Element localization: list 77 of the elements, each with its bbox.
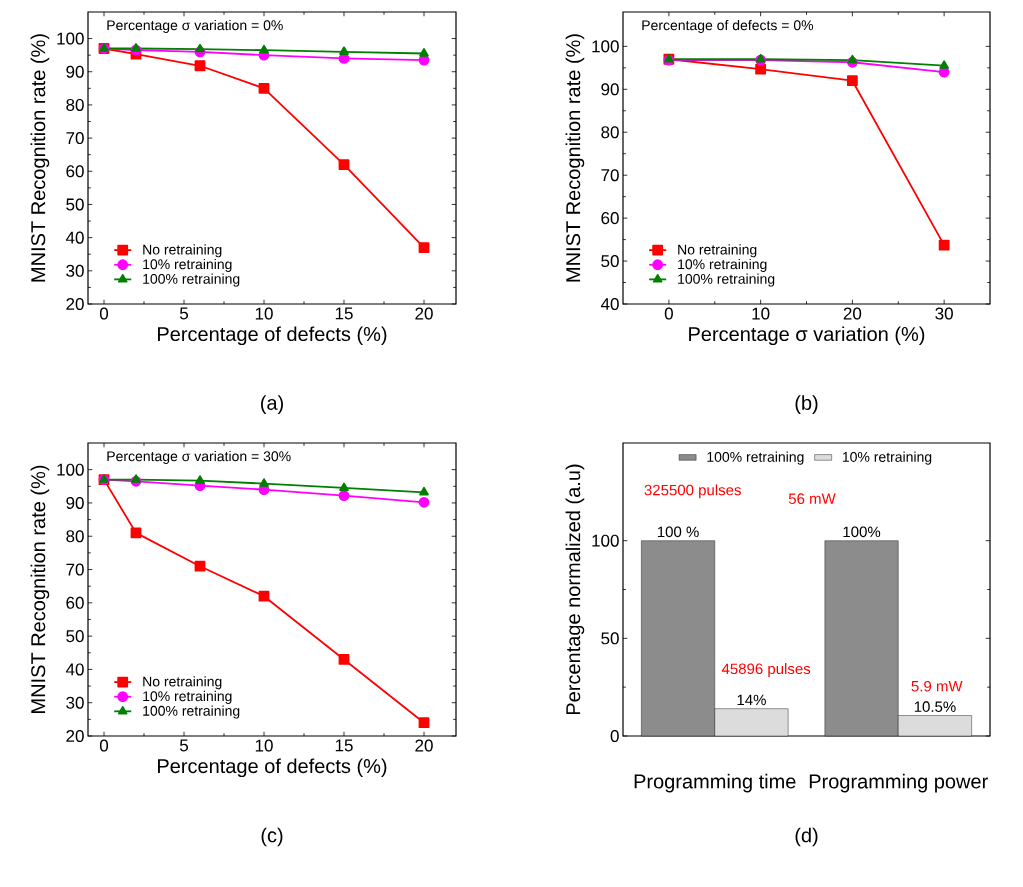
y-tick-label: 70 — [601, 169, 619, 182]
y-axis-title: MNIST Recognition rate (%) — [565, 34, 585, 282]
y-tick-label: 40 — [65, 231, 84, 244]
y-tick-label: 40 — [600, 297, 619, 311]
y-tick-label: 90 — [66, 65, 84, 78]
y-tick-label: 60 — [66, 165, 84, 178]
y-tick-label: 20 — [66, 729, 84, 743]
legend-label: 10% retraining — [678, 258, 767, 272]
legend-label: 100% retraining — [707, 451, 804, 465]
y-tick-label: 80 — [66, 98, 84, 111]
x-tick-label: 0 — [99, 307, 109, 320]
y-tick-label: 50 — [601, 632, 619, 645]
x-tick-label: 0 — [99, 739, 109, 752]
legend-label: No retraining — [678, 244, 757, 258]
y-tick-label: 100 — [592, 534, 619, 547]
x-tick-label: 20 — [843, 307, 862, 320]
annotation: Percentage σ variation = 0% — [107, 19, 283, 33]
x-axis-title: Percentage of defects (%) — [158, 758, 387, 778]
legend-label: 10% retraining — [842, 451, 932, 465]
x-tick-label: 0 — [664, 307, 673, 320]
y-tick-label: 60 — [66, 596, 84, 609]
y-tick-label: 80 — [66, 530, 84, 543]
legend-label: 100% retraining — [143, 705, 240, 719]
annotation: Percentage σ variation = 30% — [107, 450, 291, 464]
y-tick-label: 80 — [601, 126, 619, 139]
x-tick-label: 5 — [179, 739, 189, 752]
y-tick-label: 50 — [601, 255, 619, 268]
y-tick-label: 90 — [66, 496, 84, 509]
x-tick-label: 15 — [335, 739, 353, 752]
y-tick-label: 0 — [610, 729, 619, 743]
data-label: 100 % — [657, 526, 699, 538]
annotation: 5.9 mW — [911, 680, 963, 692]
y-tick-label: 50 — [66, 630, 84, 643]
y-tick-label: 100 — [592, 40, 619, 53]
x-tick-label: 5 — [179, 307, 189, 320]
y-tick-label: 90 — [601, 83, 619, 96]
x-tick-label: 10 — [255, 307, 273, 320]
legend-label: 100% retraining — [678, 273, 775, 287]
y-tick-label: 20 — [66, 297, 84, 311]
x-tick-label: 20 — [415, 739, 433, 752]
y-tick-label: 30 — [66, 696, 84, 709]
y-tick-label: 30 — [66, 264, 84, 277]
y-tick-label: 40 — [65, 663, 84, 676]
legend-label: 10% retraining — [143, 258, 232, 272]
legend-label: 10% retraining — [143, 690, 232, 704]
y-tick-label: 70 — [66, 132, 84, 145]
legend-label: No retraining — [143, 244, 222, 258]
annotation: 45896 pulses — [721, 663, 811, 678]
y-tick-label: 60 — [601, 212, 619, 225]
annotation: 325500 pulses — [644, 484, 741, 499]
x-tick-label: Programming power — [809, 773, 988, 793]
y-tick-label: 70 — [66, 563, 84, 576]
x-tick-label: Programming time — [634, 773, 796, 793]
x-tick-label: 10 — [752, 307, 770, 320]
x-tick-label: 20 — [415, 307, 433, 320]
text: (a) — [261, 395, 283, 414]
legend-label: No retraining — [143, 676, 222, 690]
text: (b) — [795, 395, 818, 414]
x-tick-label: 30 — [935, 307, 953, 320]
y-axis-title: MNIST Recognition rate (%) — [30, 34, 50, 282]
annotation: 56 mW — [788, 493, 836, 504]
x-tick-label: 10 — [255, 739, 273, 752]
data-label: 14% — [737, 694, 766, 706]
data-label: 10.5% — [914, 701, 956, 712]
data-label: 100% — [843, 526, 881, 538]
legend-label: 100% retraining — [143, 273, 240, 287]
x-axis-title: Percentage σ variation (%) — [689, 326, 925, 346]
x-axis-title: Percentage of defects (%) — [158, 326, 387, 346]
y-axis-title: Percentage normalized (a.u) — [565, 464, 585, 715]
y-axis-title: MNIST Recognition rate (%) — [30, 465, 50, 713]
y-tick-label: 100 — [57, 463, 84, 476]
text: (d) — [795, 827, 818, 847]
y-tick-label: 50 — [66, 198, 84, 211]
annotation: Percentage of defects = 0% — [642, 19, 814, 33]
x-tick-label: 15 — [335, 307, 353, 320]
y-tick-label: 100 — [57, 32, 84, 45]
text: (c) — [261, 827, 283, 847]
